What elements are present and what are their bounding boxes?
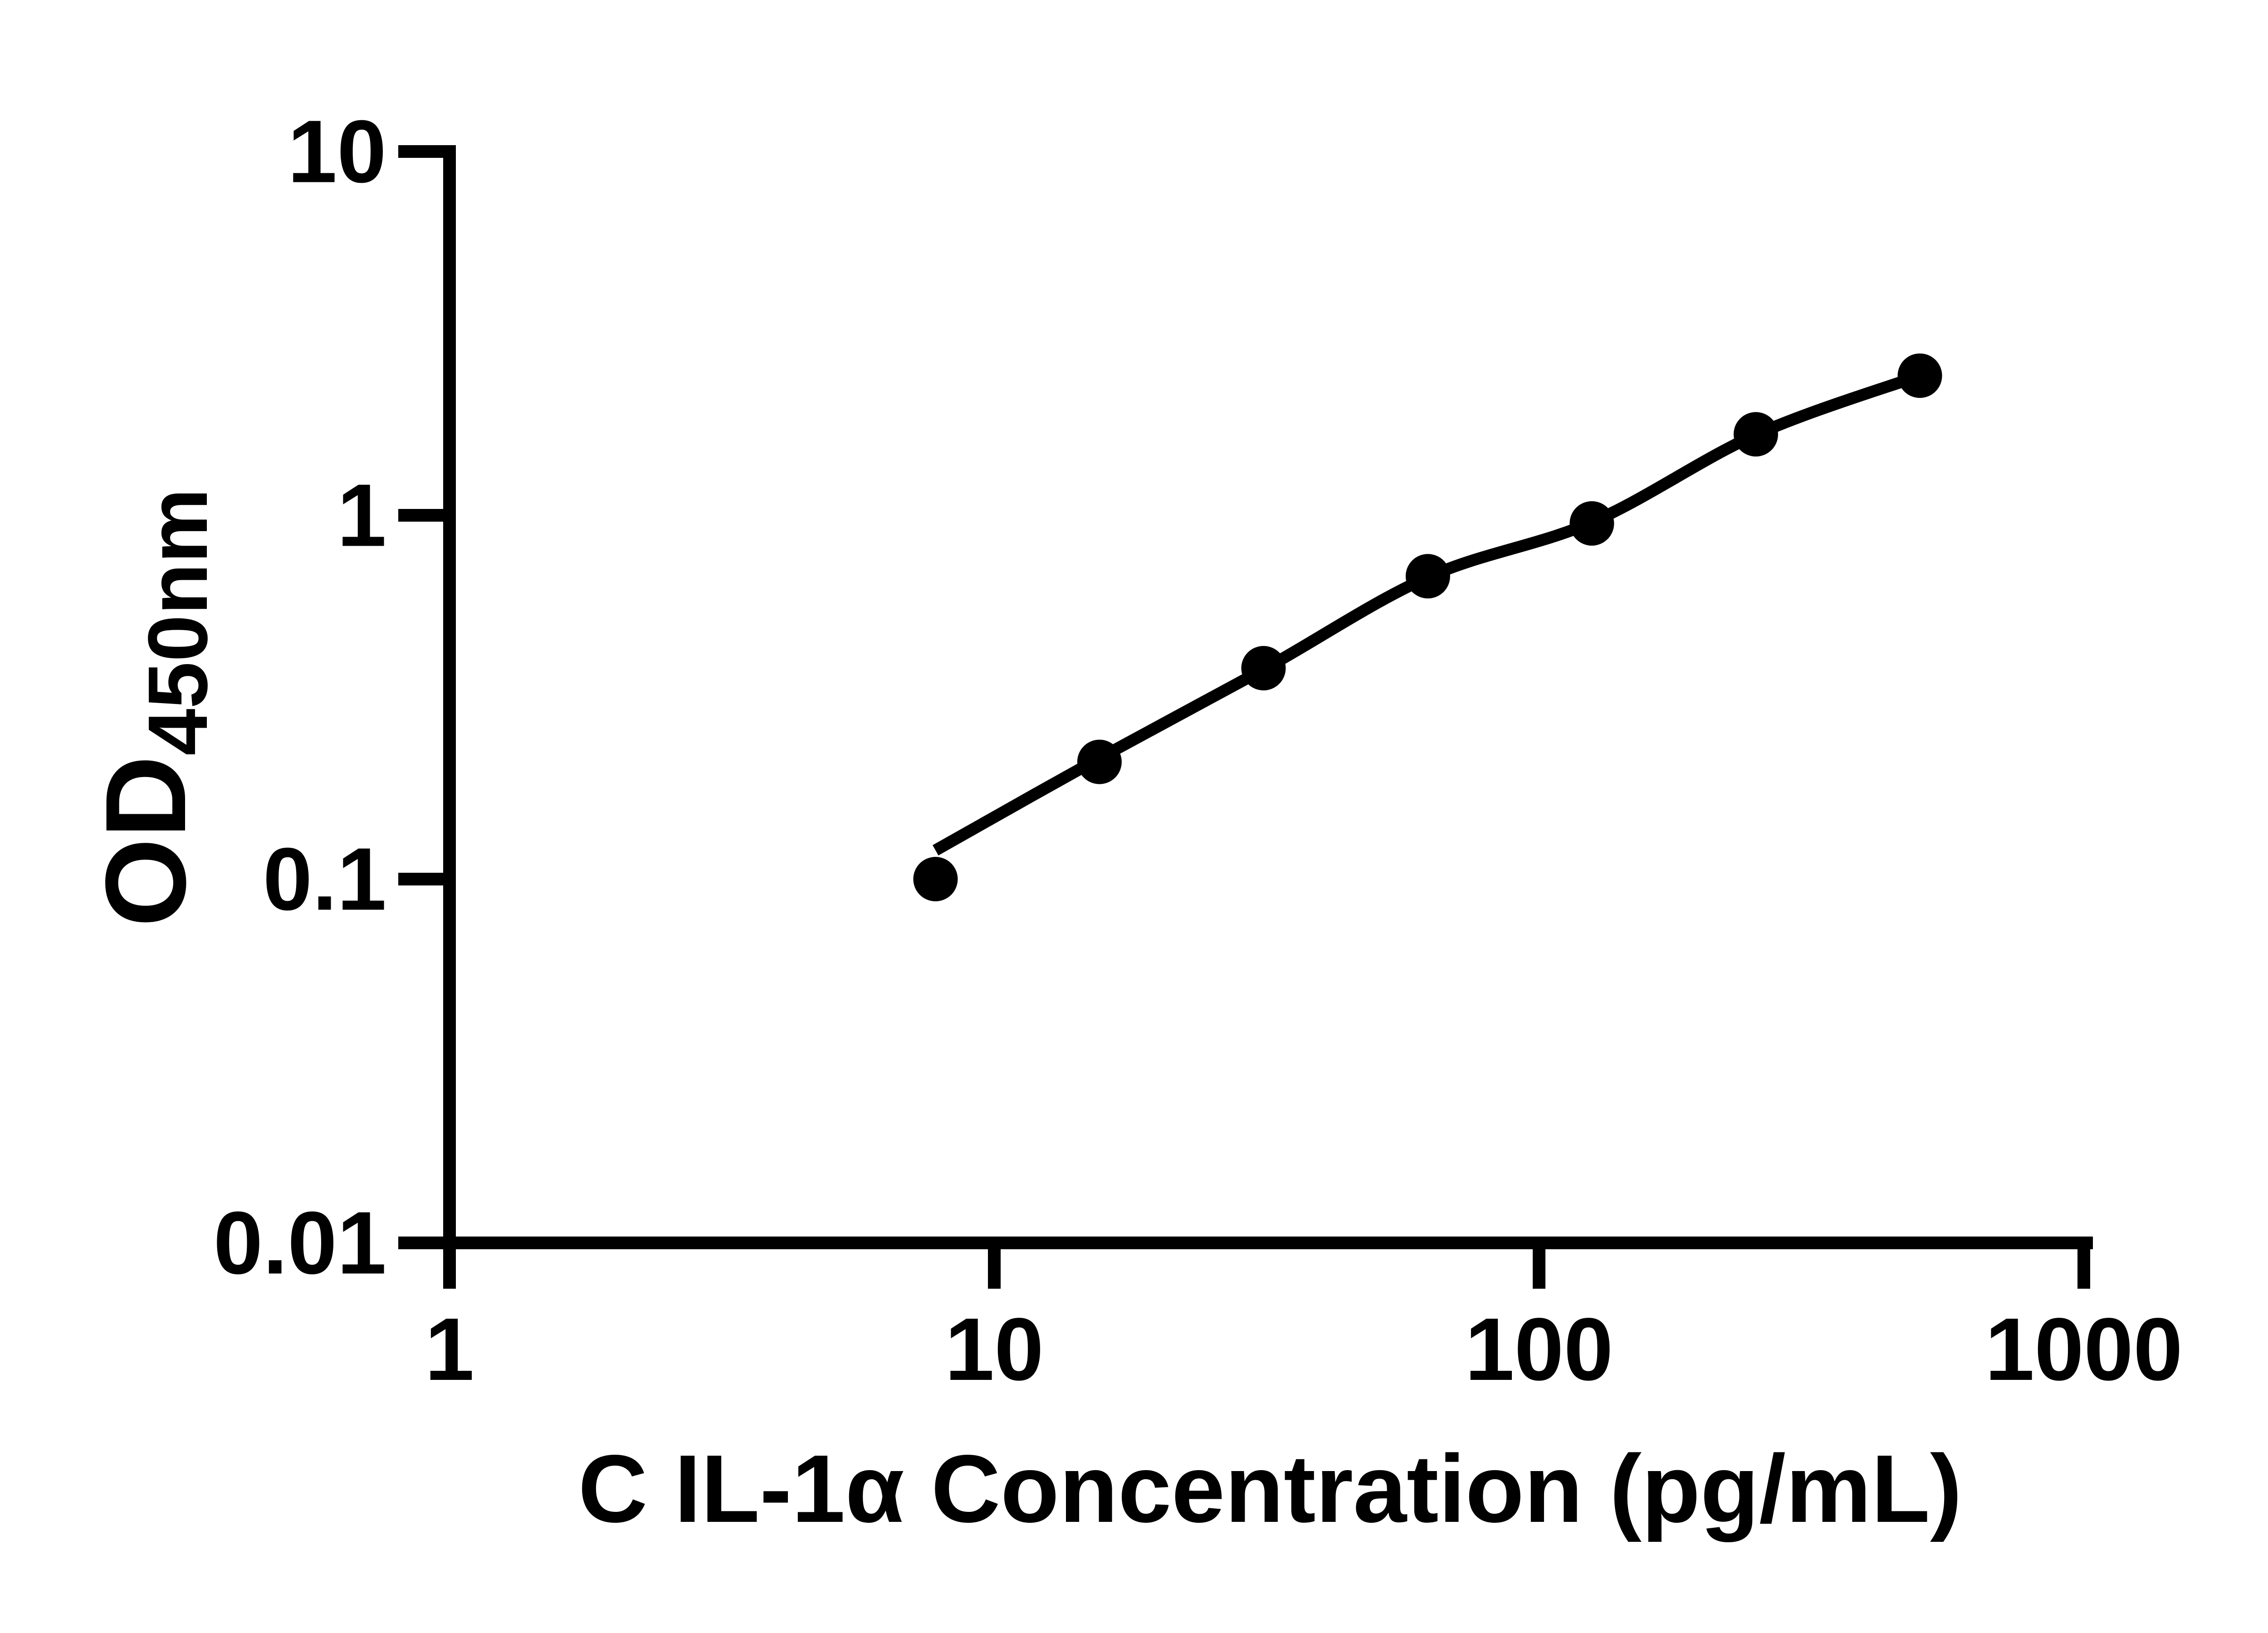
y-tick-label: 0.1 <box>263 830 386 929</box>
x-tick-label: 10 <box>945 1300 1044 1399</box>
data-point <box>1241 646 1286 690</box>
axes-layer <box>443 145 2093 1289</box>
x-tick-label: 1000 <box>1985 1300 2183 1399</box>
y-axis-title-subscript: 450nm <box>131 488 225 755</box>
axis-title-layer: C IL-1α Concentration (pg/mL) OD450nm <box>82 488 1962 1542</box>
data-point <box>1569 501 1614 546</box>
x-axis-title: C IL-1α Concentration (pg/mL) <box>578 1435 1962 1542</box>
data-point <box>1077 739 1122 784</box>
tick-label-layer: 10 1 0.1 0.01 1 10 100 1000 <box>214 102 2183 1399</box>
y-tick-label: 0.01 <box>214 1193 386 1293</box>
y-axis-title-main: OD <box>82 756 210 927</box>
data-point <box>1733 412 1778 457</box>
y-axis-title: OD450nm <box>82 488 225 927</box>
data-point <box>913 857 958 901</box>
data-point <box>1405 554 1450 599</box>
tick-layer <box>398 145 2090 1289</box>
x-tick-label: 100 <box>1465 1300 1613 1399</box>
y-tick-label: 1 <box>337 466 386 565</box>
data-point <box>1897 353 1942 398</box>
data-point-layer <box>913 353 1942 901</box>
x-tick-label: 1 <box>425 1300 474 1399</box>
y-tick-label: 10 <box>288 102 386 201</box>
